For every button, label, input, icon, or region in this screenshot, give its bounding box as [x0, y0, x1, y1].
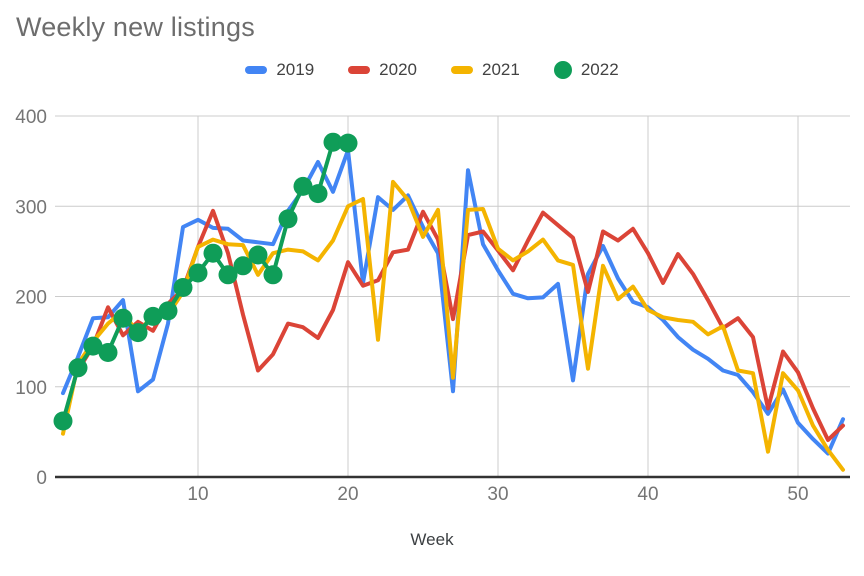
data-point-2022: [188, 263, 208, 283]
data-point-2022: [308, 184, 328, 204]
data-point-2022: [173, 278, 193, 297]
y-tick-label: 200: [15, 288, 47, 309]
legend-swatch-2020-line-icon: [348, 66, 371, 74]
x-axis-title: Week: [410, 530, 454, 549]
data-point-2022: [248, 245, 268, 265]
data-point-2022: [233, 256, 253, 276]
legend-label: 2021: [482, 60, 520, 79]
y-tick-label: 0: [36, 468, 47, 489]
chart-legend: 2019 2020 2021 2022: [0, 60, 864, 80]
legend-item-2021[interactable]: 2021: [451, 60, 520, 80]
x-tick-label: 40: [637, 484, 658, 505]
data-point-2022: [143, 306, 163, 326]
y-tick-label: 400: [15, 107, 47, 128]
chart-title: Weekly new listings: [16, 12, 255, 42]
legend-label: 2022: [580, 60, 619, 79]
data-point-2022: [323, 132, 343, 152]
data-point-2022: [278, 209, 298, 229]
series-2020-line: [76, 208, 845, 442]
data-point-2022: [83, 336, 103, 356]
series-2019-line: [61, 148, 845, 456]
y-tick-label: 300: [15, 197, 47, 218]
data-point-2022: [53, 411, 73, 431]
data-point-2022: [158, 301, 178, 321]
legend-item-2019[interactable]: 2019: [245, 60, 314, 80]
data-point-2022: [68, 358, 88, 378]
data-point-2022: [293, 176, 313, 196]
y-tick-label: 100: [15, 378, 47, 399]
x-tick-label: 50: [787, 484, 808, 505]
data-point-2022: [203, 243, 223, 263]
series-2021-line: [61, 179, 845, 472]
data-point-2022: [338, 133, 358, 153]
data-point-2022: [128, 323, 148, 343]
legend-swatch-2021-line-icon: [451, 66, 473, 74]
legend-label: 2019: [276, 60, 315, 79]
data-point-2022: [113, 308, 133, 328]
data-point-2022: [98, 343, 118, 362]
legend-swatch-2019-line-icon: [245, 66, 268, 74]
data-point-2022: [218, 265, 238, 285]
x-tick-label: 10: [187, 484, 208, 505]
legend-swatch-2022-circle-icon: [553, 61, 572, 79]
data-point-2022: [263, 265, 283, 285]
x-tick-label: 20: [337, 484, 358, 505]
x-tick-label: 30: [487, 484, 508, 505]
legend-item-2020[interactable]: 2020: [348, 60, 417, 80]
legend-label: 2020: [379, 60, 417, 79]
legend-item-2022[interactable]: 2022: [553, 60, 619, 80]
